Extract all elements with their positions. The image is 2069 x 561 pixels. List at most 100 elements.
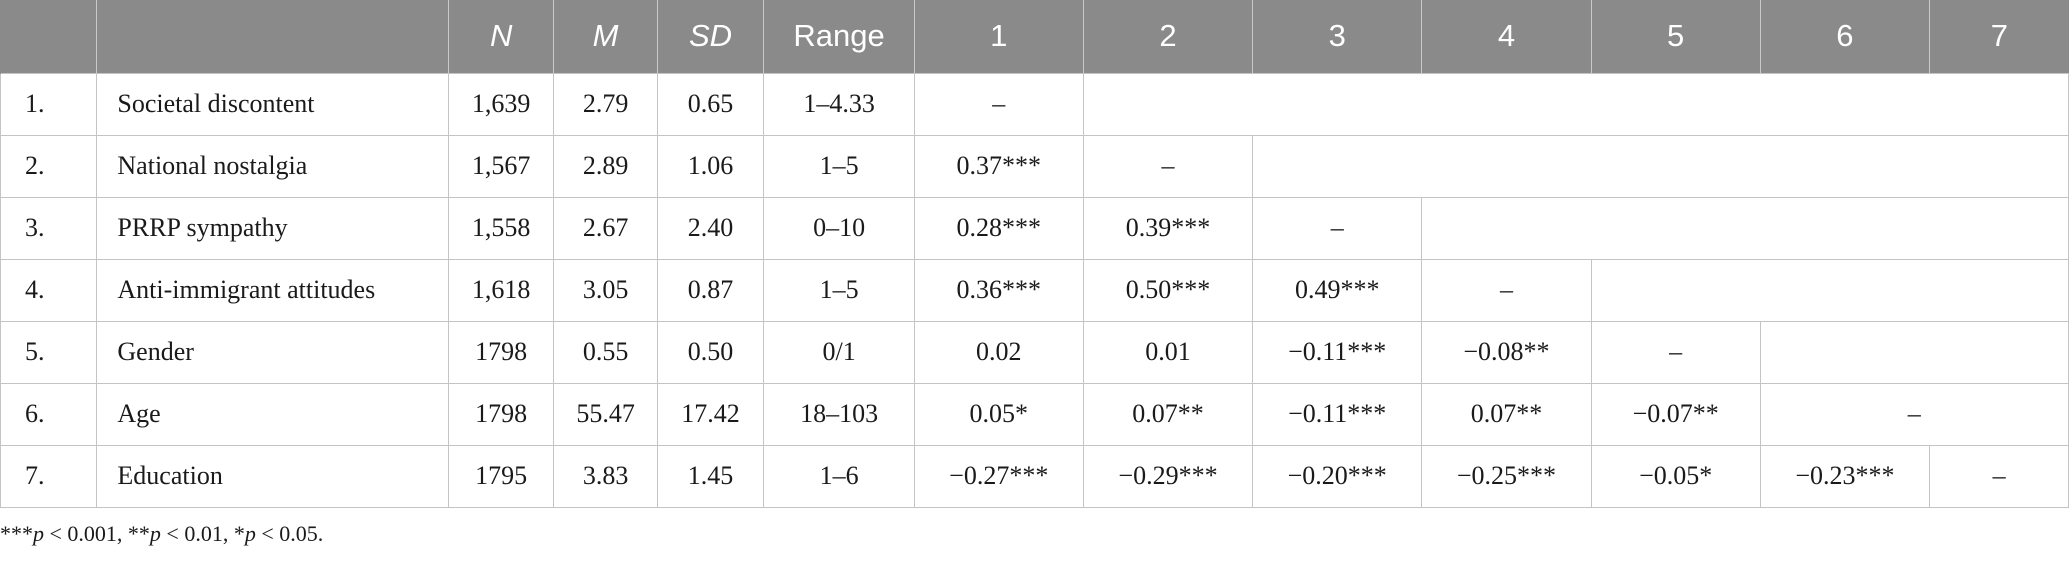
n-value: 1,639 <box>447 72 555 136</box>
variable-name: Anti-immigrant attitudes <box>96 258 449 322</box>
range-value: 1–5 <box>763 258 915 322</box>
diagonal-cell: – <box>1590 320 1761 384</box>
row-number: 3. <box>0 196 98 260</box>
variable-name: PRRP sympathy <box>96 196 449 260</box>
variable-name: Gender <box>96 320 449 384</box>
empty-cell <box>1082 72 2069 136</box>
row-number: 4. <box>0 258 98 322</box>
header-col-4: 4 <box>1421 0 1592 73</box>
note-p-3: p <box>244 521 256 546</box>
header-col-2: 2 <box>1082 0 1253 73</box>
mean-value: 2.89 <box>553 134 658 198</box>
diagonal-cell: – <box>1252 196 1423 260</box>
table-row: 7. Education 1795 3.83 1.45 1–6 −0.27*** −0.29*… <box>0 444 2069 508</box>
note-stars-3: * <box>233 521 245 546</box>
note-threshold-1: < 0.001, <box>44 521 128 546</box>
correlation-cell: 0.05* <box>913 382 1084 446</box>
correlation-cell: −0.07** <box>1590 382 1761 446</box>
n-value: 1,558 <box>447 196 555 260</box>
mean-value: 2.79 <box>553 72 658 136</box>
range-value: 0/1 <box>763 320 915 384</box>
n-value: 1,618 <box>447 258 555 322</box>
sd-value: 2.40 <box>656 196 765 260</box>
n-value: 1,567 <box>447 134 555 198</box>
sd-value: 1.06 <box>656 134 765 198</box>
range-value: 0–10 <box>763 196 915 260</box>
mean-value: 3.05 <box>553 258 658 322</box>
correlation-cell: −0.08** <box>1421 320 1592 384</box>
correlation-cell: −0.29*** <box>1082 444 1254 508</box>
row-number: 6. <box>0 382 98 446</box>
table-row: 6. Age 1798 55.47 17.42 18–103 0.05* 0.07** −0.1… <box>0 382 2069 446</box>
variable-name: National nostalgia <box>96 134 449 198</box>
diagonal-cell: – <box>1759 382 2069 446</box>
header-n: N <box>447 0 554 73</box>
sd-value: 0.87 <box>656 258 765 322</box>
range-value: 1–5 <box>763 134 915 198</box>
range-value: 1–6 <box>763 444 915 508</box>
range-value: 18–103 <box>763 382 915 446</box>
header-col-3: 3 <box>1252 0 1422 73</box>
correlation-cell: 0.49*** <box>1252 258 1423 322</box>
row-number: 5. <box>0 320 98 384</box>
correlation-cell: −0.11*** <box>1252 320 1423 384</box>
correlation-cell: −0.23*** <box>1759 444 1931 508</box>
table-row: 4. Anti-immigrant attitudes 1,618 3.05 0.87 1… <box>0 258 2069 322</box>
correlation-cell: −0.25*** <box>1421 444 1592 508</box>
correlation-cell: −0.11*** <box>1252 382 1423 446</box>
n-value: 1798 <box>447 382 555 446</box>
table-row: 2. National nostalgia 1,567 2.89 1.06 1–5 0.37… <box>0 134 2069 198</box>
mean-value: 55.47 <box>553 382 658 446</box>
variable-name: Education <box>96 444 449 508</box>
header-cell <box>96 0 449 73</box>
correlation-cell: 0.01 <box>1082 320 1254 384</box>
header-row: N M SD Range 1 2 3 4 5 6 7 <box>0 0 2069 73</box>
variable-name: Age <box>96 382 449 446</box>
note-stars-2: ** <box>127 521 150 546</box>
note-p-1: p <box>33 521 44 546</box>
variable-name: Societal discontent <box>96 72 449 136</box>
row-number: 2. <box>0 134 98 198</box>
sd-value: 1.45 <box>656 444 765 508</box>
sd-value: 17.42 <box>656 382 765 446</box>
n-value: 1795 <box>447 444 555 508</box>
diagonal-cell: – <box>913 72 1084 136</box>
correlation-cell: 0.07** <box>1082 382 1254 446</box>
table-row: 3. PRRP sympathy 1,558 2.67 2.40 0–10 0.28*** 0… <box>0 196 2069 260</box>
empty-cell <box>1759 320 2069 384</box>
diagonal-cell: – <box>1082 134 1254 198</box>
correlation-cell: −0.05* <box>1590 444 1761 508</box>
empty-cell <box>1252 134 2069 198</box>
significance-note: ***p < 0.001, **p < 0.01, *p < 0.05. <box>0 521 323 547</box>
mean-value: 3.83 <box>553 444 658 508</box>
n-value: 1798 <box>447 320 555 384</box>
sd-value: 0.65 <box>656 72 765 136</box>
header-cell <box>0 0 97 73</box>
correlation-cell: 0.37*** <box>913 134 1084 198</box>
correlation-cell: 0.50*** <box>1082 258 1254 322</box>
header-sd: SD <box>656 0 764 73</box>
empty-cell <box>1421 196 2069 260</box>
row-number: 1. <box>0 72 98 136</box>
sd-value: 0.50 <box>656 320 765 384</box>
empty-cell <box>1590 258 2069 322</box>
header-col-5: 5 <box>1590 0 1761 73</box>
row-number: 7. <box>0 444 98 508</box>
note-threshold-3: < 0.05. <box>255 521 324 546</box>
header-col-1: 1 <box>913 0 1084 73</box>
header-col-7: 7 <box>1929 0 2069 73</box>
note-stars-1: *** <box>0 521 33 546</box>
header-range: Range <box>763 0 915 73</box>
correlation-cell: −0.27*** <box>913 444 1084 508</box>
mean-value: 0.55 <box>553 320 658 384</box>
diagonal-cell: – <box>1929 444 2069 508</box>
note-threshold-2: < 0.01, <box>160 521 234 546</box>
correlation-cell: 0.39*** <box>1082 196 1254 260</box>
correlation-cell: 0.28*** <box>913 196 1084 260</box>
mean-value: 2.67 <box>553 196 658 260</box>
correlation-cell: −0.20*** <box>1252 444 1423 508</box>
range-value: 1–4.33 <box>763 72 915 136</box>
correlation-cell: 0.02 <box>913 320 1084 384</box>
diagonal-cell: – <box>1421 258 1592 322</box>
correlation-table: N M SD Range 1 2 3 4 5 6 7 1. Societal di… <box>0 0 2069 508</box>
